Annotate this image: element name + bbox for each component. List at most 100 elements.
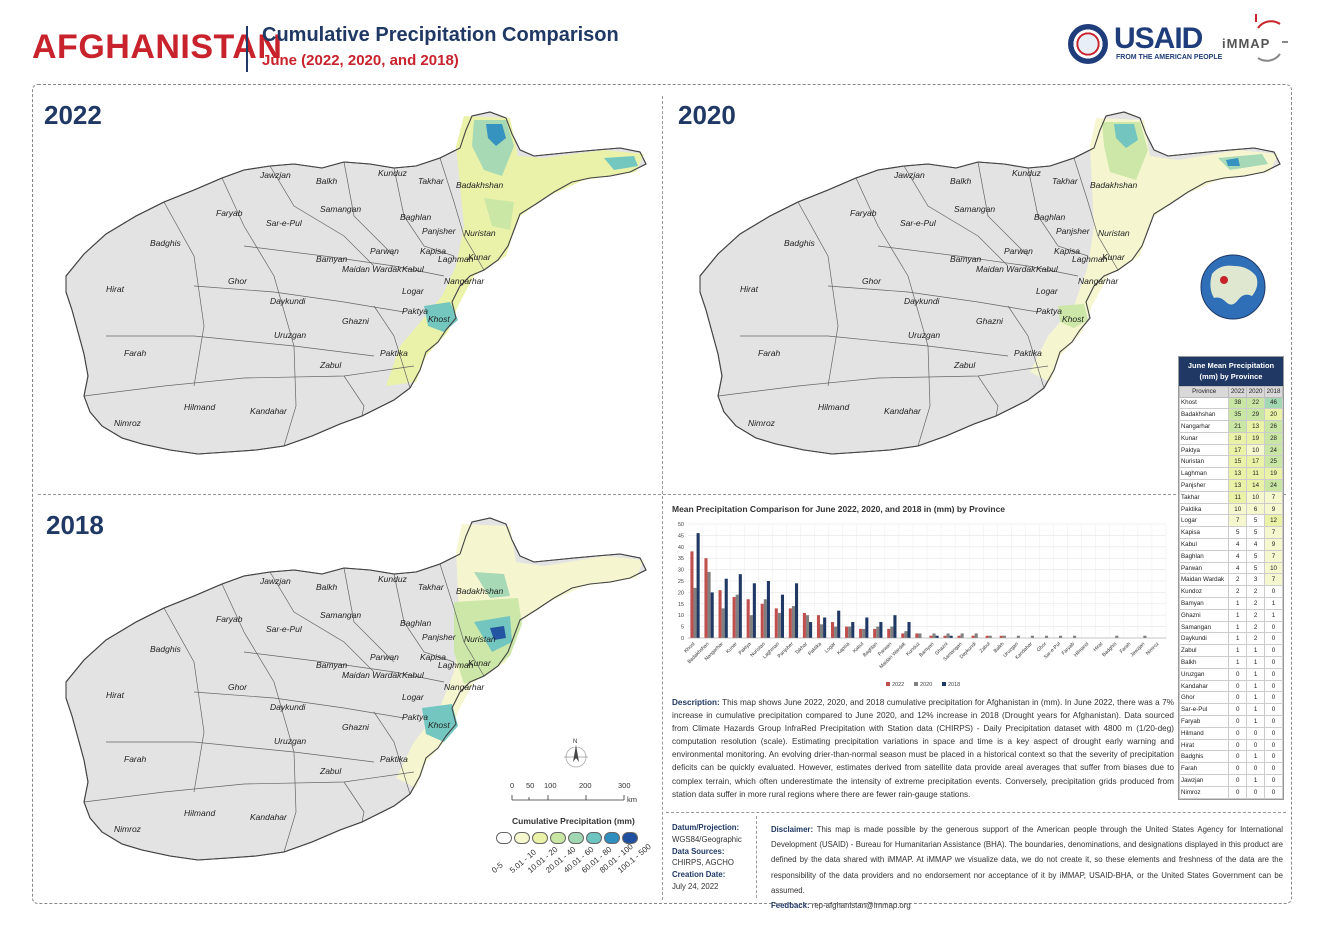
table-row: Nimroz 0 0 0 [1178,785,1283,799]
province-label: Kabul [402,670,425,680]
x-tick-label: Kapisa [836,641,851,656]
province-label: Panjsher [422,226,457,236]
table-cell-value: 0 [1264,715,1283,728]
table-cell-value: 7 [1264,549,1283,563]
bar-2020 [735,594,739,638]
province-boundary [977,161,1029,257]
bar-2018 [752,583,756,638]
table-row: Kunar 18 19 28 [1178,431,1283,445]
province-label: Paktya [402,306,428,316]
year-title-2018: 2018 [46,510,104,540]
province-label: Nimroz [114,418,142,428]
province-label: Kapisa [1054,246,1080,256]
table-cell-value: 0 [1246,726,1266,740]
table-row: Kandahar 0 1 0 [1178,679,1283,693]
province-label: Hilmand [184,808,215,818]
y-tick-label: 15 [678,602,684,608]
bar-2020 [1030,635,1034,638]
province-label: Nuristan [1098,228,1130,238]
bar-2020 [1044,635,1049,638]
legend-swatch [622,832,638,844]
table-row: Zabul 1 1 0 [1178,644,1283,658]
panel-divider [666,812,1286,813]
table-cell-value: 0 [1264,656,1283,669]
precipitation-area [396,524,644,788]
province-boundary [106,741,375,763]
table-cell-value: 1 [1246,703,1266,717]
table-cell-value: 2 [1246,608,1266,622]
precipitation-area [1114,124,1138,148]
table-cell-value: 25 [1264,455,1283,469]
province-label: Jawzjan [259,576,291,586]
bar-2022 [957,635,961,638]
province-label: Daykundi [904,296,941,306]
province-label: Hirat [106,284,125,294]
province-label: Maidan Wardak [342,670,402,680]
province-label: Paktika [380,348,408,358]
province-label: Badakhshan [456,586,504,596]
table-cell-province: Nangarhar [1178,420,1230,433]
disclaimer-text: This map is made possible by the generou… [771,825,1284,895]
panel-divider [756,816,757,898]
table-cell-value: 17 [1228,443,1248,457]
table-cell-value: 20 [1264,408,1283,422]
table-cell-value: 2 [1246,597,1266,610]
precipitation-area [1226,158,1240,166]
bar-2022 [816,615,821,638]
table-cell-value: 9 [1264,538,1283,551]
table-cell-value: 0 [1264,620,1283,634]
bar-2018 [794,583,799,638]
table-cell-value: 0 [1246,738,1266,752]
afghanistan-map-2020: Jawzjan Balkh Kunduz Takhar Badakhshan Faryab… [699,111,1281,455]
bar-2018 [837,610,841,638]
table-cell-value: 10 [1264,561,1283,575]
bar-2022 [718,590,722,638]
province-boundary [243,245,445,277]
bar-2018 [907,622,911,638]
disclaimer-block: Disclaimer: This map is made possible by… [771,822,1283,913]
province-label: Faryab [216,614,243,624]
legend-swatch [496,832,512,844]
table-cell-value: 1 [1246,691,1266,705]
legend-swatch [550,832,566,844]
province-label: Kabul [402,264,425,274]
table-cell-value: 1 [1228,620,1248,634]
table-cell-province: Kabul [1178,538,1230,551]
province-boundary [373,305,411,389]
bar-2020 [834,626,838,638]
bar-2022 [943,635,947,638]
table-cell-value: 0 [1264,738,1283,752]
province-label: Laghman [438,254,474,264]
province-label: Faryab [216,208,243,218]
table-cell-value: 19 [1246,431,1266,445]
table-cell-value: 2 [1246,632,1266,646]
table-cell-value: 1 [1228,632,1248,646]
province-label: Nangarhar [1078,276,1119,286]
table-row: Laghman 13 11 19 [1178,467,1283,481]
description-body: This map shows June 2022, 2020, and 2018… [672,698,1174,799]
province-label: Uruzgan [908,330,940,340]
scale-tick-label: 0 [510,781,514,790]
bar-2022 [845,626,849,638]
table-cell-value: 5 [1228,526,1248,540]
table-cell-value: 0 [1264,585,1283,599]
table-row: Ghazni 1 2 1 [1178,608,1283,622]
country-title: AFGHANISTAN [32,28,283,66]
table-row: Parwan 4 5 10 [1178,561,1283,575]
bar-2022 [690,551,694,638]
table-column-header: 2020 [1246,385,1266,398]
chart-legend-label: 2022 [892,682,904,688]
table-cell-province: Hilmand [1178,726,1230,740]
table-row: Faryab 0 1 0 [1178,715,1283,728]
table-cell-value: 5 [1246,514,1266,528]
province-label: Sar-e-Pul [266,218,303,228]
province-boundary [83,771,415,803]
province-label: Hilmand [818,402,849,412]
bar-2020 [960,633,964,638]
province-label: Daykundi [270,296,307,306]
y-tick-label: 50 [678,522,684,528]
bar-2020 [848,626,852,638]
legend-swatch [532,832,548,844]
feedback-email[interactable]: rep-afghanistan@immap.org [811,901,911,911]
table-row: Balkh 1 1 0 [1178,656,1283,669]
